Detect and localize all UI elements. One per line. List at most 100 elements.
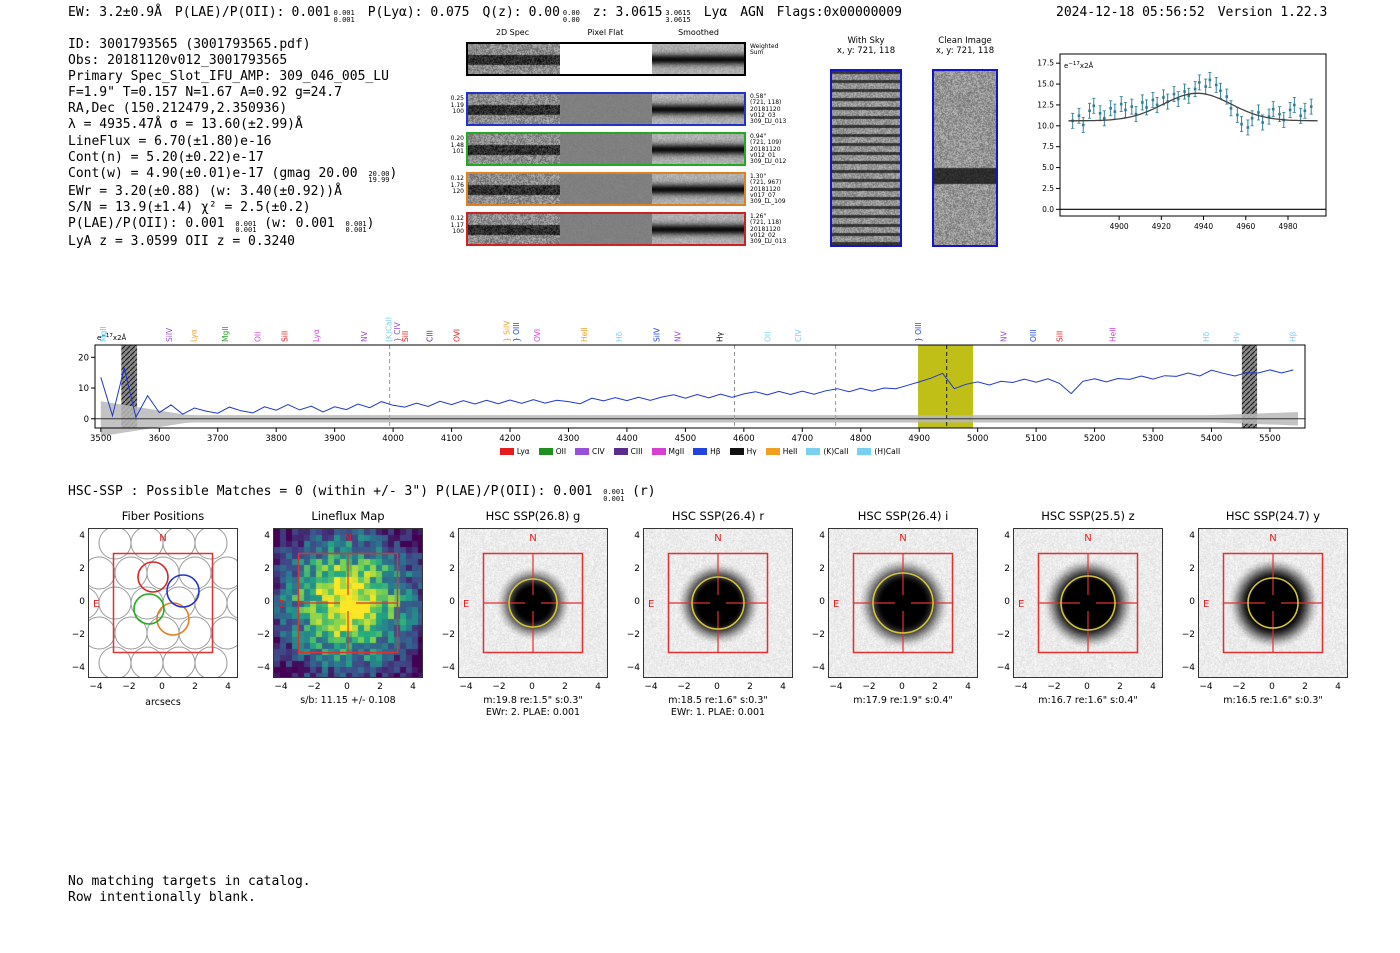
panel-ytick: 4 (819, 531, 825, 541)
panel-caption-1-y: m:16.5 re:1.6" s:0.3" (1223, 695, 1323, 706)
panel-ytick: −2 (71, 630, 85, 640)
with-sky-image (832, 71, 900, 245)
svg-text:3900: 3900 (324, 434, 346, 444)
clean-image-frame (932, 69, 998, 247)
with-sky-title: With Sky (847, 36, 885, 46)
panel-xtick: −2 (1232, 682, 1246, 692)
legend-label: OII (555, 447, 567, 456)
panel-xtick: 4 (410, 682, 416, 692)
compass-east-label: E (463, 599, 469, 610)
line-fit-plot: 0.0 2.5 5.0 7.5 10.0 12.5 15.0 17.5 4900 4920 4940… (1030, 46, 1330, 242)
spec2d-image-4-0 (468, 214, 560, 244)
z-uncertainty: 3.0615 3.0615 (665, 9, 691, 24)
panel-xtick: −2 (862, 682, 876, 692)
legend-label: HeII (782, 447, 798, 456)
svg-text:e−17x2Å: e−17x2Å (1064, 61, 1094, 70)
plae-poii-line: P(LAE)/P(OII): 0.001 0.001 0.001 (w: 0.00… (68, 215, 375, 235)
legend-label: (K)CaII (823, 447, 849, 456)
panel-ytick: 4 (1189, 531, 1195, 541)
spectrum-svg: 0 10 20 3500 3600 3700 3800 3900 4000 4100 4200 430… (78, 317, 1306, 444)
spec2d-image-0-2 (652, 44, 744, 74)
spec2d-image-3-0 (468, 174, 560, 204)
svg-text:HeII: HeII (1108, 327, 1117, 342)
hsc-ssp-match-line: HSC-SSP : Possible Matches = 0 (within +… (68, 484, 656, 503)
spec2d-row-annotation: 0.58" (721, 118) 20181120 v012_03 309_LU_013 (750, 93, 787, 126)
panel-xtick: 4 (1335, 682, 1341, 692)
panel-xtick: −2 (1047, 682, 1061, 692)
compass-north-label: N (899, 533, 906, 544)
line-classification: Lyα (703, 5, 728, 20)
svg-text:5400: 5400 (1201, 434, 1223, 444)
panel-caption-2-g: EWr: 2. PLAE: 0.001 (485, 707, 581, 718)
spec2d-image-4-2 (652, 214, 744, 244)
panel-ytick: 4 (634, 531, 640, 541)
panel-ytick: 4 (264, 531, 270, 541)
panel-caption-1-r: m:18.5 re:1.6" s:0.3" (668, 695, 768, 706)
panel-xtick: 4 (595, 682, 601, 692)
svg-text:SiIV: SiIV (165, 327, 174, 342)
svg-text:(K)CaII: (K)CaII (385, 317, 394, 342)
panel-xtick: −2 (677, 682, 691, 692)
panel-ytick: 2 (634, 564, 640, 574)
clean-image-panel: Clean Image x, y: 721, 118 (928, 36, 1002, 247)
svg-text:10.0: 10.0 (1037, 121, 1054, 130)
panel-ytick: 4 (79, 531, 85, 541)
spec2d-image-0-1 (560, 44, 652, 74)
legend-item: OII (538, 447, 567, 456)
svg-text:Hγ: Hγ (715, 331, 724, 342)
panel-ytick: 0 (264, 597, 270, 607)
svg-text:OII: OII (254, 332, 263, 342)
svg-text:MgII: MgII (99, 326, 108, 342)
spec2d-row (466, 92, 746, 126)
spec2d-cutout-grid: 2D Spec Pixel Flat Smoothed Weighted Sum 0.25… (448, 28, 798, 258)
spec2d-row (466, 132, 746, 166)
panel-ytick: 4 (1004, 531, 1010, 541)
flags-value: Flags:0x00000009 (776, 5, 902, 20)
legend-label: CIV (592, 447, 605, 456)
plae-uncertainty: 0.001 0.001 (333, 9, 355, 24)
panel-ytick: 2 (1189, 564, 1195, 574)
compass-north-label: N (1269, 533, 1276, 544)
panel-ytick: 2 (79, 564, 85, 574)
svg-text:20: 20 (78, 353, 89, 363)
compass-east-label: E (93, 599, 99, 610)
svg-text:e−17x2Å: e−17x2Å (97, 333, 127, 342)
spec2d-row-scale-labels: 0.12 1.76 120 (450, 175, 464, 196)
panel-caption-1-z: m:16.7 re:1.6" s:0.4" (1038, 695, 1138, 706)
panel-ytick: −4 (811, 663, 825, 673)
footer-line-1: No matching targets in catalog. (68, 874, 311, 889)
panel-xtick: −4 (89, 682, 103, 692)
svg-text:CIV: CIV (794, 329, 803, 342)
spec2d-col-title: Smoothed (678, 28, 719, 37)
panel-ytick: 2 (449, 564, 455, 574)
panel-title-r: HSC SSP(26.4) r (671, 509, 765, 523)
svg-text:OII: OII (763, 332, 772, 342)
compass-east-label: E (278, 599, 284, 610)
svg-text:SiII: SiII (1056, 331, 1065, 342)
panel-ytick: 4 (449, 531, 455, 541)
legend-item: CIV (575, 447, 605, 456)
plae-label: P(LAE)/P(OII): (174, 5, 285, 20)
svg-text:4600: 4600 (733, 434, 755, 444)
wavelength-sigma: λ = 4935.47Å σ = 13.60(±2.99)Å (68, 117, 303, 133)
panel-ytick: 0 (1189, 597, 1195, 607)
panel-title-i: HSC SSP(26.4) i (857, 509, 949, 523)
panel-xtick: 0 (899, 682, 905, 692)
svg-text:Hδ: Hδ (615, 331, 624, 342)
legend-item: MgII (651, 447, 684, 456)
panel-xtick: 2 (562, 682, 568, 692)
spec2d-image-2-2 (652, 134, 744, 164)
panel-xtick: 4 (225, 682, 231, 692)
svg-text:17.5: 17.5 (1037, 59, 1054, 68)
spectrum-legend: Lyα OII CIV CIII MgII Hβ Hγ HeII (K)CaII (H)CaII (0, 447, 1400, 456)
svg-text:3800: 3800 (265, 434, 287, 444)
panel-xtick: −4 (644, 682, 658, 692)
panel-xtick: −4 (274, 682, 288, 692)
panel-overlay-i: NE (833, 533, 954, 654)
compass-east-label: E (1203, 599, 1209, 610)
panel-ytick: 0 (449, 597, 455, 607)
svg-text:15.0: 15.0 (1037, 80, 1054, 89)
